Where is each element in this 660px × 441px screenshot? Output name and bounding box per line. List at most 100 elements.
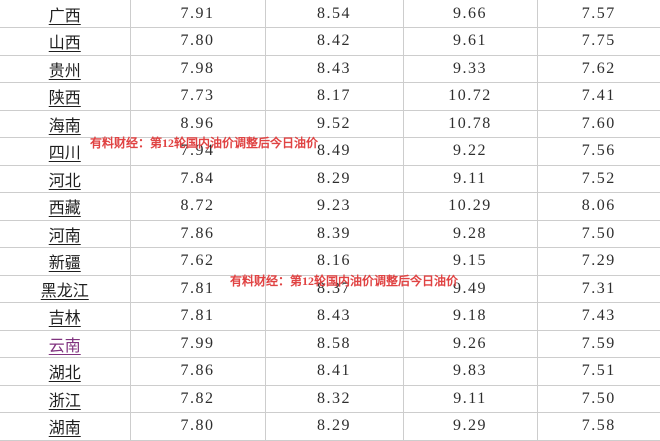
price-cell: 7.80 <box>130 27 266 56</box>
price-cell: 9.66 <box>403 0 538 28</box>
price-cell: 9.33 <box>403 55 538 83</box>
price-cell: 7.82 <box>130 385 266 413</box>
price-cell: 7.81 <box>130 302 266 331</box>
province-cell: 四川 <box>0 137 131 166</box>
province-link[interactable]: 河北 <box>48 172 81 190</box>
province-cell: 云南 <box>0 330 131 358</box>
table-row: 吉林 7.81 8.43 9.18 7.43 <box>0 302 660 331</box>
price-cell: 8.42 <box>265 27 404 56</box>
province-link[interactable]: 广西 <box>48 7 81 25</box>
price-cell: 10.72 <box>403 82 538 111</box>
price-cell: 7.80 <box>130 412 266 441</box>
province-link[interactable]: 吉林 <box>48 310 81 328</box>
price-cell: 7.81 <box>130 275 266 303</box>
price-cell: 8.72 <box>130 192 266 221</box>
province-link[interactable]: 新疆 <box>48 255 81 273</box>
price-cell: 8.37 <box>265 275 404 303</box>
price-cell: 9.29 <box>403 412 538 441</box>
price-cell: 8.17 <box>265 82 404 111</box>
price-cell: 7.52 <box>537 165 660 193</box>
province-cell: 河北 <box>0 165 131 193</box>
table-row: 山西 7.80 8.42 9.61 7.75 <box>0 27 660 56</box>
price-cell: 7.62 <box>130 247 266 276</box>
price-cell: 8.29 <box>265 412 404 441</box>
price-cell: 8.58 <box>265 330 404 358</box>
province-link[interactable]: 山西 <box>48 35 81 53</box>
price-cell: 7.29 <box>537 247 660 276</box>
price-cell: 7.50 <box>537 385 660 413</box>
price-cell: 8.41 <box>265 357 404 386</box>
table-row: 西藏 8.72 9.23 10.29 8.06 <box>0 192 660 221</box>
table-row: 浙江 7.82 8.32 9.11 7.50 <box>0 385 660 413</box>
table-row: 新疆 7.62 8.16 9.15 7.29 <box>0 247 660 276</box>
table-row: 河南 7.86 8.39 9.28 7.50 <box>0 220 660 248</box>
province-link[interactable]: 黑龙江 <box>40 282 89 300</box>
table-row: 陕西 7.73 8.17 10.72 7.41 <box>0 82 660 111</box>
province-cell: 河南 <box>0 220 131 248</box>
table-row: 贵州 7.98 8.43 9.33 7.62 <box>0 55 660 83</box>
price-cell: 7.99 <box>130 330 266 358</box>
price-cell: 9.61 <box>403 27 538 56</box>
price-cell: 7.50 <box>537 220 660 248</box>
province-cell: 贵州 <box>0 55 131 83</box>
price-cell: 8.32 <box>265 385 404 413</box>
province-link[interactable]: 浙江 <box>48 392 81 410</box>
province-link[interactable]: 湖北 <box>48 365 81 383</box>
province-cell: 新疆 <box>0 247 131 276</box>
price-cell: 9.23 <box>265 192 404 221</box>
table-row: 四川 7.94 8.49 9.22 7.56 <box>0 137 660 166</box>
province-cell: 黑龙江 <box>0 275 131 303</box>
price-cell: 8.06 <box>537 192 660 221</box>
price-cell: 9.26 <box>403 330 538 358</box>
price-cell: 7.60 <box>537 110 660 138</box>
price-cell: 7.41 <box>537 82 660 111</box>
price-cell: 7.62 <box>537 55 660 83</box>
price-cell: 8.43 <box>265 302 404 331</box>
price-cell: 7.75 <box>537 27 660 56</box>
province-link[interactable]: 河南 <box>48 227 81 245</box>
province-cell: 湖北 <box>0 357 131 386</box>
table-row: 河北 7.84 8.29 9.11 7.52 <box>0 165 660 193</box>
price-cell: 7.86 <box>130 357 266 386</box>
province-cell: 湖南 <box>0 412 131 441</box>
price-cell: 7.51 <box>537 357 660 386</box>
price-cell: 7.86 <box>130 220 266 248</box>
price-cell: 7.57 <box>537 0 660 28</box>
province-cell: 西藏 <box>0 192 131 221</box>
province-link[interactable]: 西藏 <box>48 200 81 218</box>
price-cell: 10.78 <box>403 110 538 138</box>
price-cell: 9.15 <box>403 247 538 276</box>
price-cell: 7.31 <box>537 275 660 303</box>
price-cell: 9.11 <box>403 165 538 193</box>
price-cell: 7.84 <box>130 165 266 193</box>
province-cell: 山西 <box>0 27 131 56</box>
province-cell: 陕西 <box>0 82 131 111</box>
province-link[interactable]: 云南 <box>48 337 81 355</box>
price-cell: 9.49 <box>403 275 538 303</box>
province-cell: 海南 <box>0 110 131 138</box>
price-cell: 9.18 <box>403 302 538 331</box>
province-link[interactable]: 湖南 <box>48 420 81 438</box>
price-cell: 7.59 <box>537 330 660 358</box>
province-link[interactable]: 四川 <box>48 145 81 163</box>
province-cell: 浙江 <box>0 385 131 413</box>
price-cell: 10.29 <box>403 192 538 221</box>
price-cell: 7.43 <box>537 302 660 331</box>
province-cell: 广西 <box>0 0 131 28</box>
price-cell: 7.58 <box>537 412 660 441</box>
province-link[interactable]: 贵州 <box>48 62 81 80</box>
table-row: 广西 7.91 8.54 9.66 7.57 <box>0 0 660 28</box>
price-cell: 8.39 <box>265 220 404 248</box>
province-link[interactable]: 陕西 <box>48 90 81 108</box>
table-row: 湖北 7.86 8.41 9.83 7.51 <box>0 357 660 386</box>
table-row: 海南 8.96 9.52 10.78 7.60 <box>0 110 660 138</box>
price-cell: 8.16 <box>265 247 404 276</box>
province-link[interactable]: 海南 <box>48 117 81 135</box>
price-cell: 9.28 <box>403 220 538 248</box>
price-cell: 7.56 <box>537 137 660 166</box>
price-cell: 8.29 <box>265 165 404 193</box>
price-cell: 7.98 <box>130 55 266 83</box>
price-cell: 8.96 <box>130 110 266 138</box>
price-cell: 7.73 <box>130 82 266 111</box>
